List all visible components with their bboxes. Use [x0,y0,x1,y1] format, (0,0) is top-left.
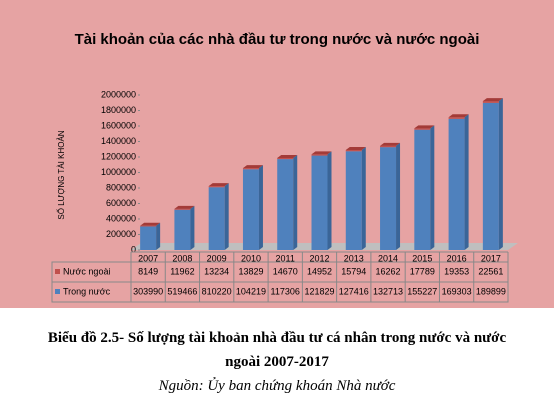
table-value: 15794 [341,266,366,276]
x-tick-label: 2017 [481,253,501,263]
bar [345,150,362,152]
bar [414,128,431,130]
bar-top [140,222,161,226]
y-tick-label: 2000000 [101,89,136,99]
bar-top [345,147,366,151]
table-value: 14670 [273,266,298,276]
bar-top [311,151,332,155]
bar-top [277,154,298,158]
table-value: 17789 [410,266,435,276]
y-tick-label: 1400000 [101,136,136,146]
x-tick-label: 2013 [344,253,364,263]
bar-side [361,147,366,250]
bar-side [396,142,401,250]
y-axis-label: SỐ LƯỢNG TÀI KHOẢN [56,130,66,219]
bar [140,226,157,250]
bar [140,225,157,227]
bar [174,209,191,250]
bar [448,118,465,250]
y-tick-label: 200000 [106,229,136,239]
table-value: 11962 [170,266,194,276]
y-tick-label: 600000 [106,198,136,208]
table-value: 104219 [236,286,266,296]
y-tick-label: 800000 [106,182,136,192]
x-tick-label: 2012 [309,253,329,263]
bar [242,168,259,170]
bar [380,145,397,148]
x-tick-label: 2015 [412,253,432,263]
chart-title: Tài khoản của các nhà đầu tư trong nước … [74,31,480,48]
bar-side [327,151,332,250]
table-value: 22561 [478,266,503,276]
table-value: 14952 [307,266,332,276]
bar-top [174,205,195,209]
bar-side [258,165,263,250]
table-value: 117306 [271,286,300,296]
table-value: 121829 [304,286,334,296]
table-value: 155227 [407,286,437,296]
bar-top [242,165,263,169]
bar-side [498,98,503,250]
bar-top [208,183,229,187]
legend-swatch [55,269,60,274]
table-value: 13829 [238,266,263,276]
table-value: 303990 [133,286,163,296]
y-tick-label: 1200000 [101,151,136,161]
legend-label: Trong nước [63,286,111,296]
y-tick-label: 0 [131,244,136,254]
bar-top [482,98,503,102]
table-value: 16262 [376,266,401,276]
caption: Biểu đồ 2.5- Số lượng tài khoản nhà đầu … [47,330,507,370]
y-tick-label: 1600000 [101,120,136,130]
bar [311,154,328,156]
table-value: 189899 [476,286,506,296]
bar [482,102,499,250]
bar [208,186,225,188]
bar-side [190,205,195,250]
bar [414,129,431,250]
bar-side [293,154,298,250]
x-tick-label: 2014 [378,253,398,263]
table-value: 810220 [202,286,232,296]
bar [311,155,328,250]
x-tick-label: 2011 [276,253,295,263]
x-tick-label: 2009 [207,253,227,263]
y-tick-label: 1000000 [101,167,136,177]
bar [277,159,294,250]
x-tick-label: 2016 [447,253,467,263]
legend-swatch [55,289,60,294]
bar-top [380,142,401,146]
table-value: 132713 [373,286,403,296]
table-value: 127416 [339,286,369,296]
source: Nguồn: Ủy ban chứng khoán Nhà nước [158,378,396,394]
table-value: 8149 [138,266,158,276]
bar [482,101,499,103]
bar [242,169,259,250]
table-value: 19353 [444,266,469,276]
table-value: 169303 [442,286,472,296]
x-tick-label: 2008 [172,253,192,263]
bar-side [224,183,229,250]
bar [345,151,362,250]
y-tick-label: 400000 [106,213,136,223]
legend-label: Nước ngoài [63,266,110,276]
bar-side [156,222,161,250]
bar [380,147,397,250]
x-tick-label: 2007 [138,253,158,263]
table-value: 13234 [204,266,229,276]
bar [174,208,191,210]
bar [277,157,294,160]
bar-top [414,125,435,129]
table-value: 519466 [167,286,197,296]
bar [208,187,225,250]
bar-side [464,114,469,250]
bar [448,117,465,119]
bar-top [448,114,469,118]
x-tick-label: 2010 [241,253,261,263]
y-tick-label: 1800000 [101,105,136,115]
bar-side [430,125,435,250]
